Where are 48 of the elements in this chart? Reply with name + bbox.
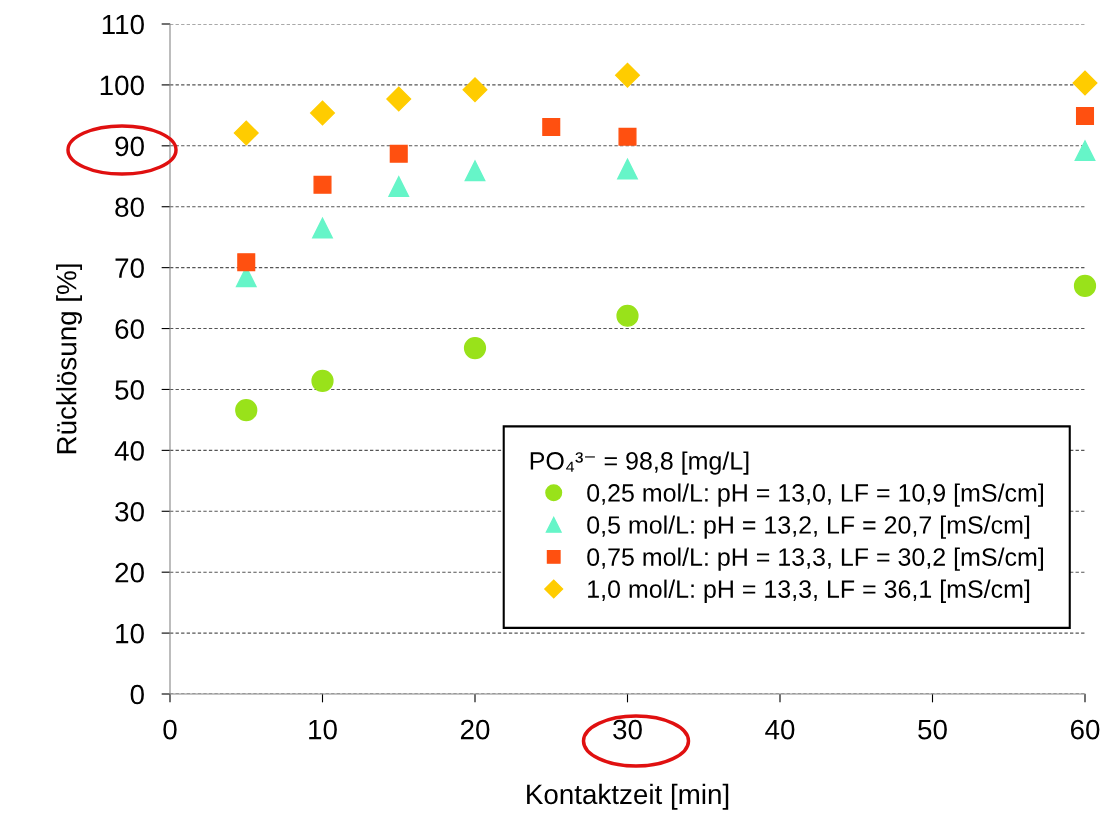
x-tick-label: 20	[460, 719, 490, 740]
x-tick-label: 50	[918, 719, 947, 740]
point	[616, 304, 639, 327]
y-tick-label: 100	[100, 75, 144, 96]
y-tick-label: 70	[115, 258, 144, 278]
x-axis-title: Kontaktzeit [min]	[527, 783, 729, 810]
point	[463, 336, 487, 360]
point	[542, 117, 561, 136]
x-tick-label: 60	[1070, 719, 1100, 740]
y-tick-label: 10	[116, 623, 144, 644]
point	[617, 158, 638, 180]
y-tick-label: 80	[115, 197, 144, 218]
legend-label: 0,75 mol/L: pH = 13,3, LF = 30,2 [mS/cm]	[587, 547, 1043, 571]
x-tick-label: 30	[613, 719, 642, 740]
point	[235, 399, 258, 422]
legend-label: 0,5 mol/L: pH = 13,2, LF = 20,7 [mS/cm]	[587, 515, 1030, 539]
legend-label: 0,25 mol/L: pH = 13,0, LF = 10,9 [mS/cm]	[587, 483, 1043, 507]
point	[386, 86, 412, 112]
y-tick-label: 30	[115, 501, 144, 522]
point	[462, 77, 488, 103]
y-tick-label: 0	[130, 684, 144, 705]
y-tick-label: 60	[115, 319, 144, 339]
point	[389, 144, 408, 163]
point	[615, 62, 640, 88]
point	[313, 175, 332, 194]
y-axis-title: Rücklösung [%]	[56, 264, 82, 454]
y-tick-label: 40	[114, 441, 144, 461]
point	[310, 100, 335, 126]
point	[388, 176, 410, 198]
point	[233, 120, 259, 146]
point	[1075, 106, 1095, 126]
legend-label: 1,0 mol/L: pH = 13,3, LF = 36,1 [mS/cm]	[588, 579, 1030, 603]
x-tick-label: 40	[765, 719, 795, 740]
point	[311, 369, 334, 393]
point	[1073, 274, 1097, 298]
point	[312, 217, 333, 239]
legend-title: PO₄³⁻ = 98,8 [mg/L]	[530, 451, 749, 475]
point	[237, 253, 256, 272]
y-tick-label: 110	[102, 14, 144, 35]
point	[464, 160, 486, 182]
y-tick-label: 90	[115, 136, 144, 157]
x-tick-label: 0	[163, 719, 177, 740]
y-tick-label: 20	[115, 562, 144, 583]
y-tick-label: 50	[115, 380, 144, 400]
point	[1072, 70, 1098, 96]
point	[1074, 140, 1096, 162]
x-tick-label: 10	[309, 719, 337, 740]
point	[618, 127, 637, 146]
